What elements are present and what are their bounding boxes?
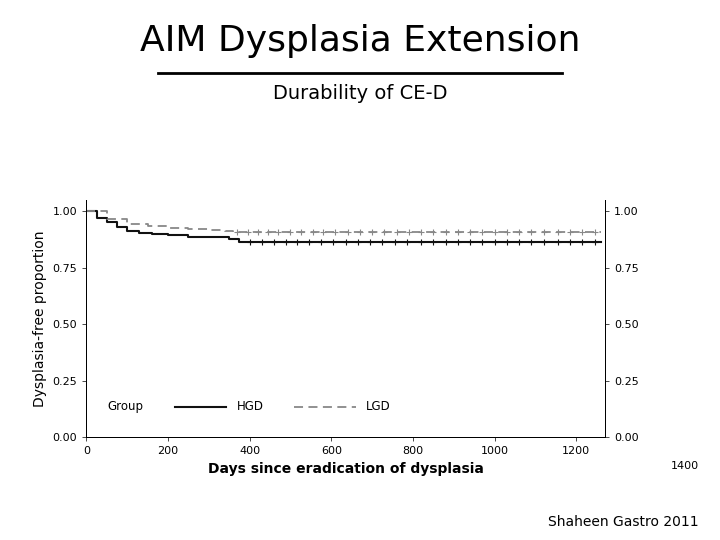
Text: LGD: LGD [366, 400, 391, 413]
Point [82, 405, 91, 411]
Text: 1400: 1400 [671, 461, 699, 471]
Point [82, 405, 91, 411]
Text: Durability of CE-D: Durability of CE-D [273, 84, 447, 103]
Text: Group: Group [107, 400, 143, 413]
Text: HGD: HGD [237, 400, 264, 413]
Y-axis label: Dysplasia-free proportion: Dysplasia-free proportion [33, 231, 47, 407]
Text: Shaheen Gastro 2011: Shaheen Gastro 2011 [548, 515, 698, 529]
Text: AIM Dysplasia Extension: AIM Dysplasia Extension [140, 24, 580, 58]
Point [82, 405, 91, 411]
Point [82, 405, 91, 411]
X-axis label: Days since eradication of dysplasia: Days since eradication of dysplasia [207, 462, 484, 476]
